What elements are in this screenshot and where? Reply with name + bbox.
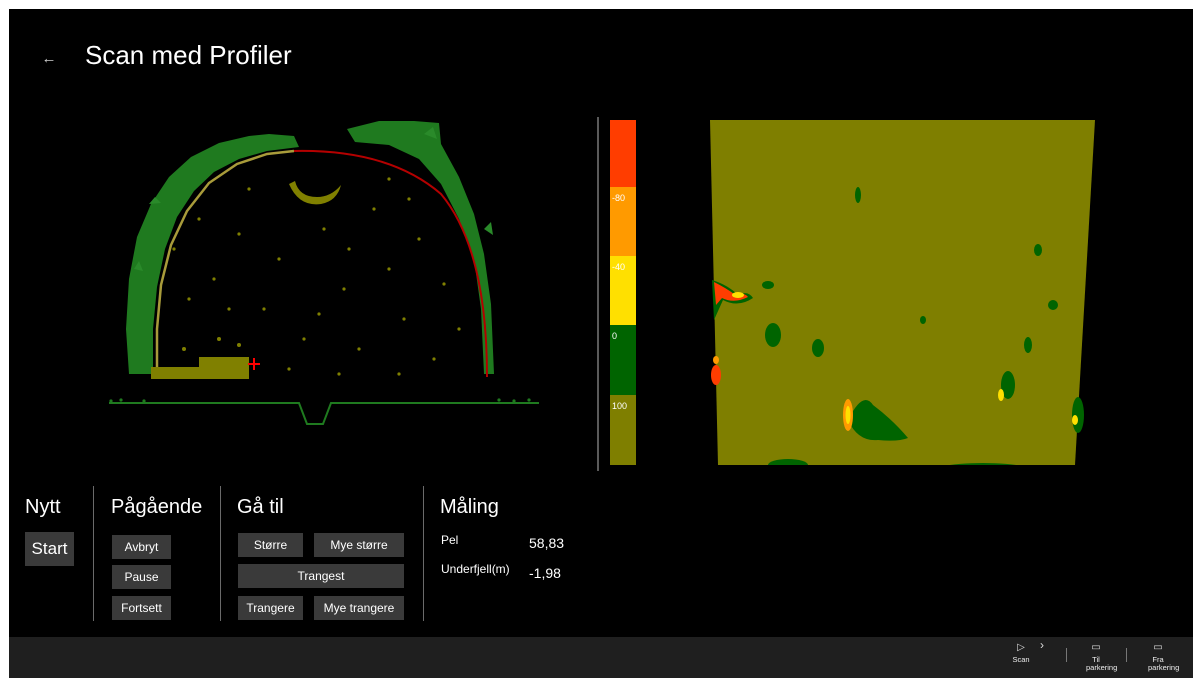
rectangle-icon: ▭ <box>1153 642 1163 653</box>
tighter-button[interactable]: Trangere <box>238 596 303 620</box>
olive-point-cluster <box>151 337 249 379</box>
scale-segment-orange <box>610 187 636 256</box>
center-marker <box>248 358 260 370</box>
pel-label: Pel <box>441 533 459 547</box>
pel-value: 58,83 <box>529 535 565 551</box>
deviation-heatmap[interactable] <box>638 120 1185 465</box>
heatmap-surface <box>710 120 1095 465</box>
play-icon: ▷ <box>1017 642 1025 653</box>
theoretical-profile-left <box>155 149 295 377</box>
app-window: ← Scan med Profiler <box>9 9 1193 678</box>
scan-command[interactable]: ▷ Scan <box>1007 637 1035 678</box>
larger-button[interactable]: Større <box>238 533 303 557</box>
chevron-right-icon: › <box>1040 638 1044 652</box>
abort-button[interactable]: Avbryt <box>112 535 171 559</box>
rock-surface-left <box>126 134 299 374</box>
underfjell-label: Underfjell(m) <box>441 562 510 576</box>
heatmap-green-patches <box>762 187 1084 465</box>
resume-button[interactable]: Fortsett <box>112 596 171 620</box>
scale-label-100: 100 <box>612 401 628 411</box>
scale-label-0: 0 <box>612 331 618 341</box>
start-button[interactable]: Start <box>25 532 74 566</box>
scale-label-minus-40: -40 <box>612 262 626 272</box>
to-parking-label: Til parkering <box>1086 655 1118 672</box>
bottom-command-bar: ▷ Scan › ▭ Til parkering ▭ Fra parkering <box>9 637 1193 678</box>
back-arrow-icon[interactable]: ← <box>41 50 57 67</box>
scale-segment-yellow <box>610 256 636 325</box>
pause-button[interactable]: Pause <box>112 565 171 589</box>
command-separator <box>1126 648 1127 662</box>
scale-segment-red <box>610 120 636 187</box>
view-divider <box>597 117 599 471</box>
scale-segment-green <box>610 325 636 395</box>
floor-profile <box>109 402 539 425</box>
deviation-color-scale: -80 -40 0 100 <box>610 120 636 465</box>
tunnel-profile-view[interactable] <box>89 109 559 439</box>
more-command[interactable]: › <box>1036 637 1048 678</box>
much-larger-button[interactable]: Mye større <box>314 533 404 557</box>
underfjell-value: -1,98 <box>529 565 561 581</box>
theoretical-profile-right <box>293 149 488 378</box>
tightest-button[interactable]: Trangest <box>238 564 404 588</box>
command-separator <box>1066 648 1067 662</box>
scatter-points <box>172 177 461 376</box>
from-parking-label: Fra parkering <box>1148 655 1180 672</box>
scan-command-label: Scan <box>1012 655 1030 664</box>
floor-points <box>109 398 531 403</box>
section-title-gaa-til: Gå til <box>237 496 284 518</box>
page-title: Scan med Profiler <box>85 40 292 70</box>
rock-surface-right <box>347 121 494 374</box>
section-divider <box>93 486 94 621</box>
section-divider <box>220 486 221 621</box>
scale-label-minus-80: -80 <box>612 193 626 203</box>
scale-segment-olive <box>610 395 636 465</box>
section-title-maling: Måling <box>440 496 499 518</box>
to-parking-command[interactable]: ▭ Til parkering <box>1076 637 1118 678</box>
section-title-nytt: Nytt <box>25 496 61 518</box>
heatmap-hotspots <box>711 280 1078 431</box>
rock-surface <box>126 121 494 374</box>
crescent-shape <box>289 181 341 205</box>
from-parking-command[interactable]: ▭ Fra parkering <box>1138 637 1180 678</box>
rectangle-icon: ▭ <box>1091 642 1101 653</box>
much-tighter-button[interactable]: Mye trangere <box>314 596 404 620</box>
section-divider <box>423 486 424 621</box>
section-title-pagaende: Pågående <box>111 496 203 518</box>
